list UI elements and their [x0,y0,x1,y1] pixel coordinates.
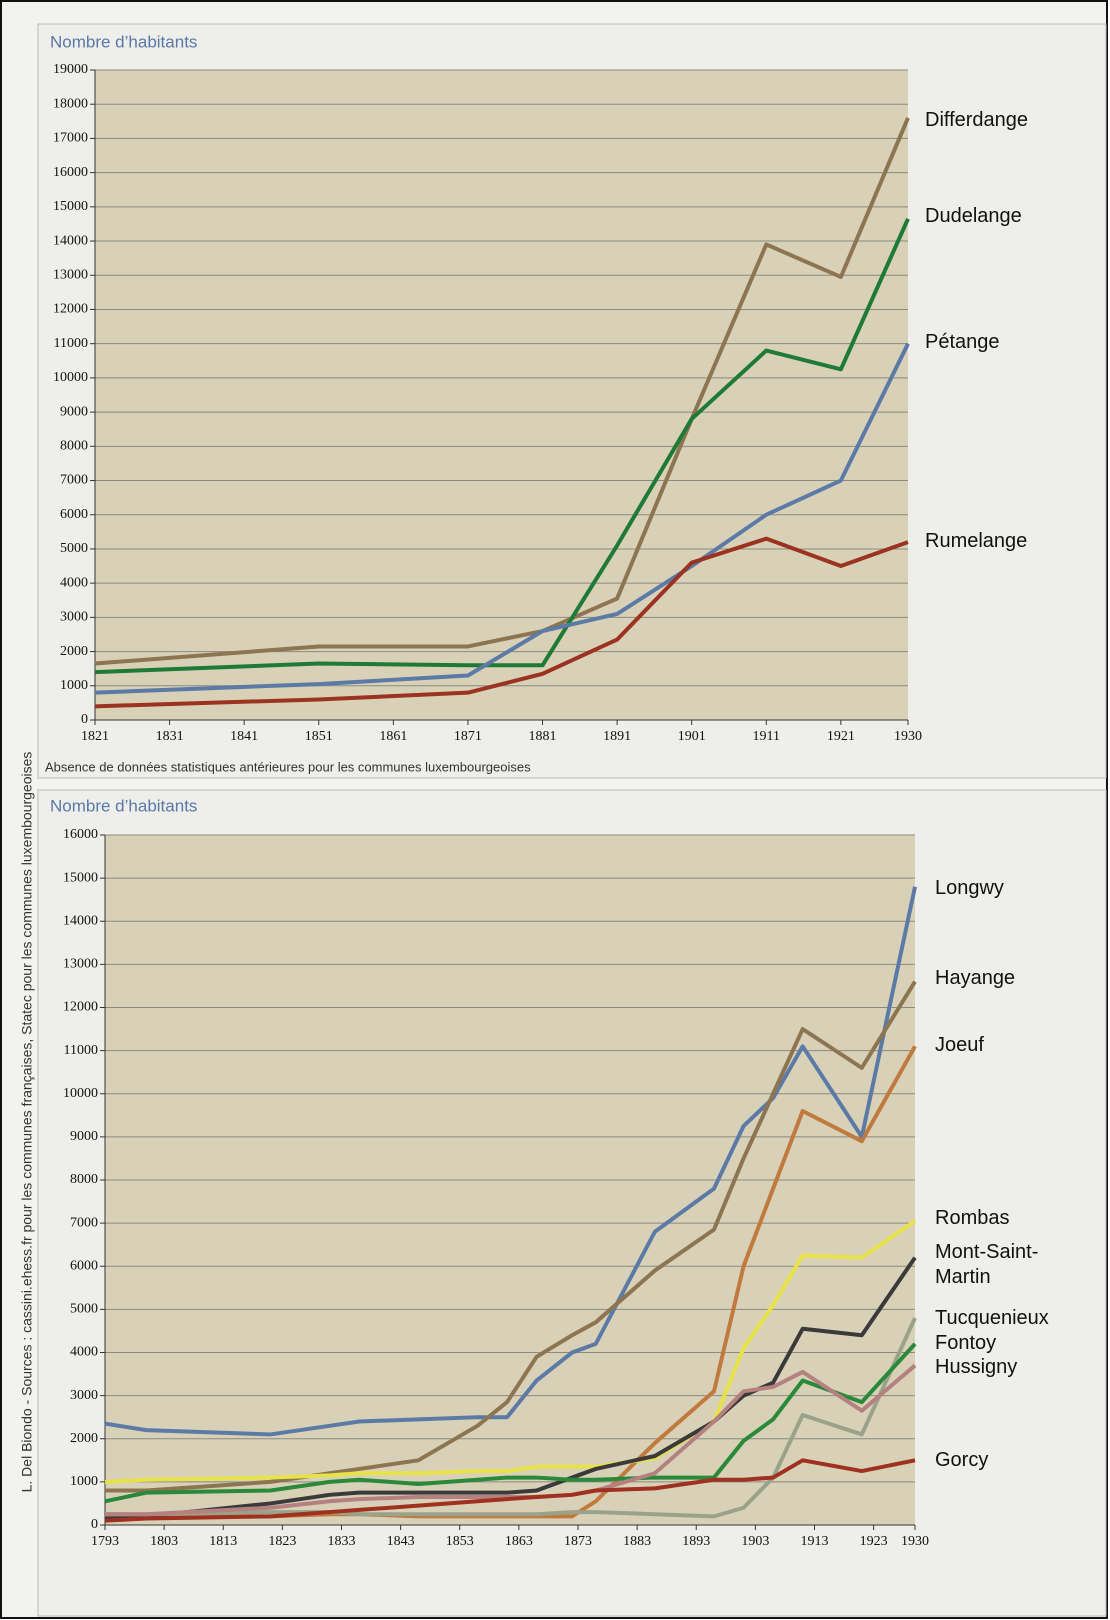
series-label: Fontoy [935,1332,997,1354]
x-tick-label: 1841 [230,729,258,744]
y-tick-label: 17000 [53,131,88,146]
x-tick-label: 1893 [682,1534,710,1549]
series-line [104,1458,916,1523]
series-label: Hussigny [935,1356,1018,1378]
y-tick-label: 6000 [60,507,88,522]
x-tick-label: 1903 [741,1534,769,1549]
x-tick-label: 1921 [827,729,855,744]
y-tick-label: 7000 [70,1215,98,1230]
y-tick-label: 1000 [70,1474,98,1489]
chart-title: Nombre d’habitants [50,32,197,51]
x-tick-label: 1853 [446,1534,474,1549]
series-label: Mont-Saint-Martin [935,1241,1039,1288]
y-tick-label: 5000 [70,1302,98,1317]
x-tick-label: 1881 [529,729,557,744]
x-tick-label: 1930 [894,729,922,744]
series-line [94,342,910,695]
y-tick-label: 5000 [60,541,88,556]
series-line [94,218,910,675]
series-label: Longwy [935,877,1004,899]
y-tick-label: 4000 [70,1345,98,1360]
x-tick-label: 1813 [209,1534,237,1549]
y-tick-label: 13000 [53,267,88,282]
x-tick-label: 1861 [379,729,407,744]
y-tick-label: 11000 [54,336,88,351]
y-tick-label: 12000 [53,302,88,317]
y-tick-label: 7000 [60,473,88,488]
y-tick-label: 14000 [53,233,88,248]
series-label: Rombas [935,1207,1010,1229]
y-tick-label: 15000 [63,870,98,885]
series-line [104,1256,917,1521]
y-tick-label: 3000 [70,1388,98,1403]
series-label: Gorcy [935,1449,989,1471]
y-tick-label: 11000 [64,1043,98,1058]
series-line [104,886,917,1437]
x-tick-label: 1821 [81,729,109,744]
y-tick-label: 15000 [53,199,88,214]
x-tick-label: 1823 [268,1534,296,1549]
y-tick-label: 0 [81,712,88,727]
x-tick-label: 1833 [327,1534,355,1549]
x-tick-label: 1873 [564,1534,592,1549]
y-tick-label: 8000 [60,439,88,454]
y-tick-label: 8000 [70,1172,98,1187]
series-label: Differdange [925,109,1029,131]
x-tick-label: 1923 [860,1534,888,1549]
y-tick-label: 3000 [60,610,88,625]
x-tick-label: 1930 [901,1534,929,1549]
y-tick-label: 14000 [63,913,98,928]
y-tick-label: 4000 [60,575,88,590]
y-tick-label: 9000 [60,404,88,419]
y-tick-label: 13000 [63,957,98,972]
series-label: Tucquenieux [935,1307,1049,1329]
series-label: Hayange [935,967,1016,989]
x-tick-label: 1793 [91,1534,119,1549]
x-tick-label: 1883 [623,1534,651,1549]
y-tick-label: 10000 [53,370,88,385]
y-tick-label: 16000 [63,827,98,842]
series-line [94,117,910,666]
x-tick-label: 1843 [387,1534,415,1549]
x-tick-label: 1901 [678,729,706,744]
series-label: Pétange [925,331,1000,353]
x-tick-label: 1803 [150,1534,178,1549]
series-label: Joeuf [935,1034,984,1056]
series-label: Rumelange [925,530,1028,552]
x-tick-label: 1863 [505,1534,533,1549]
credit: L. Del Biondo - Sources : cassini.ehess.… [19,752,35,1493]
x-tick-label: 1831 [156,729,184,744]
series-line [94,536,909,709]
plot-area [95,70,908,720]
series-label: Dudelange [925,205,1022,227]
y-tick-label: 18000 [53,96,88,111]
y-tick-label: 12000 [63,1000,98,1015]
x-tick-label: 1891 [603,729,631,744]
y-tick-label: 16000 [53,165,88,180]
x-tick-label: 1851 [305,729,333,744]
y-tick-label: 6000 [70,1258,98,1273]
y-tick-label: 2000 [70,1431,98,1446]
chart-note: Absence de données statistiques antérieu… [45,759,531,774]
y-tick-label: 10000 [63,1086,98,1101]
series-line [104,1219,917,1484]
y-tick-label: 9000 [70,1129,98,1144]
y-tick-label: 0 [91,1517,98,1532]
x-tick-label: 1911 [753,729,780,744]
y-tick-label: 2000 [60,644,88,659]
series-line [104,1342,917,1504]
chart-title: Nombre d’habitants [50,796,197,815]
x-tick-label: 1913 [800,1534,828,1549]
x-tick-label: 1871 [454,729,482,744]
y-tick-label: 19000 [53,62,88,77]
y-tick-label: 1000 [60,678,88,693]
